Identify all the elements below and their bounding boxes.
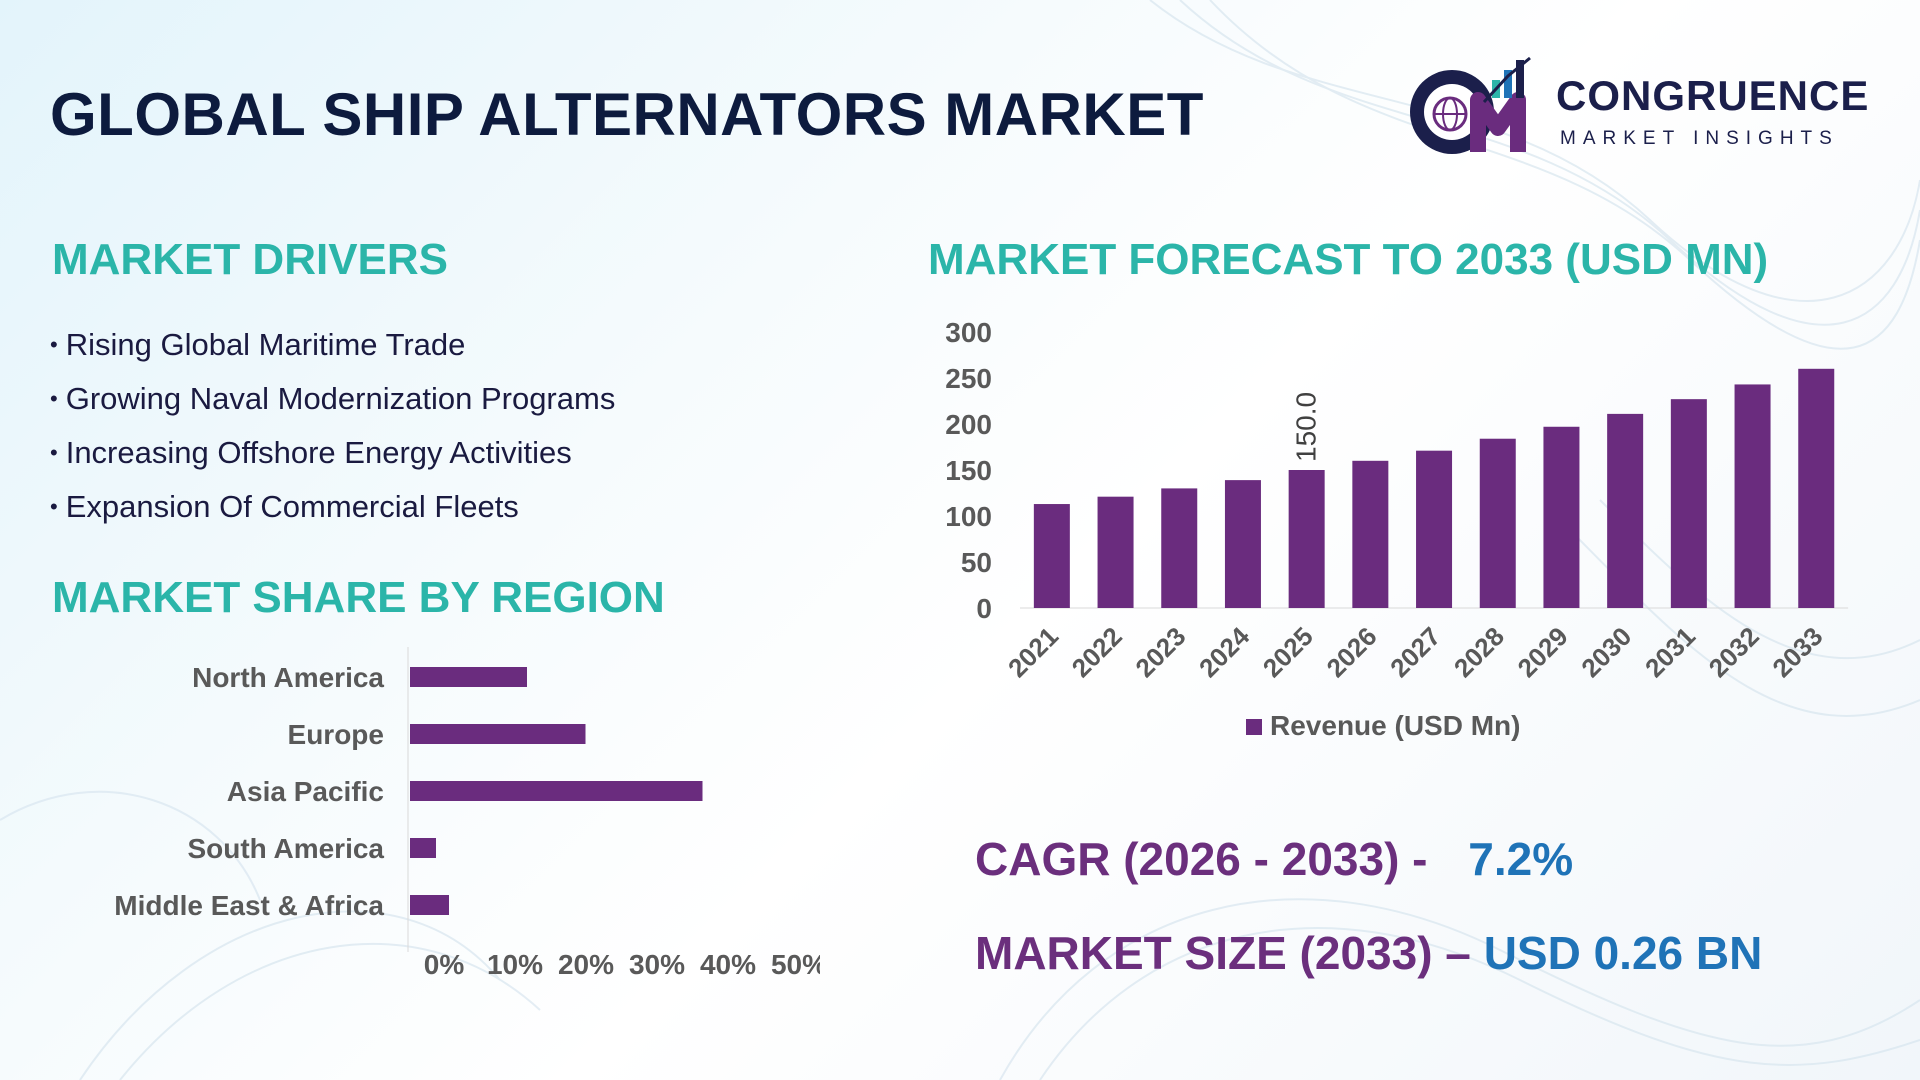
- x-tick-label: 2028: [1448, 621, 1510, 683]
- x-tick-label: 2027: [1384, 621, 1446, 683]
- cagr-stat: CAGR (2026 - 2033) - 7.2%: [975, 832, 1573, 886]
- category-label: South America: [187, 833, 384, 864]
- company-logo: CONGRUENCE MARKET INSIGHTS: [1400, 52, 1880, 162]
- x-tick-label: 2021: [1002, 621, 1064, 683]
- y-tick-label: 150: [945, 455, 992, 486]
- driver-item: • Expansion Of Commercial Fleets: [50, 489, 519, 524]
- x-tick-label: 10%: [487, 949, 543, 980]
- category-label: North America: [192, 662, 384, 693]
- revenue-bar: [1033, 504, 1070, 608]
- region-share-chart: North America Europe Asia Pacific South Ame…: [114, 647, 820, 980]
- region-bar: [410, 667, 527, 687]
- globe-bar-chart-logo-icon: [1410, 56, 1531, 154]
- revenue-bar: [1798, 368, 1835, 608]
- market-size-stat: MARKET SIZE (2033) – USD 0.26 BN: [975, 926, 1762, 980]
- logo-name: CONGRUENCE: [1556, 72, 1870, 119]
- x-tick-label: 2032: [1703, 621, 1765, 683]
- x-tick-label: 50%: [771, 949, 820, 980]
- x-tick-label: 2025: [1257, 621, 1319, 683]
- driver-item: • Increasing Offshore Energy Activities: [50, 435, 572, 470]
- revenue-bar: [1224, 480, 1261, 608]
- y-tick-label: 200: [945, 409, 992, 440]
- region-bar: [410, 838, 436, 858]
- y-tick-label: 0: [976, 593, 992, 624]
- data-label: 150.0: [1291, 392, 1322, 462]
- category-label: Middle East & Africa: [114, 890, 384, 921]
- revenue-bar: [1670, 399, 1707, 608]
- x-tick-label: 2026: [1320, 621, 1382, 683]
- revenue-bar: [1479, 438, 1516, 608]
- x-tick-label: 2024: [1193, 621, 1255, 683]
- x-tick-label: 20%: [558, 949, 614, 980]
- y-tick-label: 250: [945, 363, 992, 394]
- x-tick-label: 2030: [1575, 621, 1637, 683]
- revenue-bar: [1416, 450, 1453, 608]
- revenue-bar: [1288, 470, 1325, 608]
- region-bar: [410, 895, 449, 915]
- page-title: GLOBAL SHIP ALTERNATORS MARKET: [50, 81, 1204, 148]
- category-label: Europe: [288, 719, 384, 750]
- revenue-bar: [1543, 426, 1580, 608]
- legend-label: Revenue (USD Mn): [1270, 710, 1520, 741]
- revenue-bar: [1607, 413, 1644, 608]
- revenue-bar: [1734, 384, 1771, 608]
- x-tick-label: 2033: [1766, 621, 1828, 683]
- region-heading: MARKET SHARE BY REGION: [52, 573, 665, 622]
- x-tick-label: 2022: [1066, 621, 1128, 683]
- region-bar: [410, 724, 586, 744]
- revenue-bar: [1161, 488, 1198, 608]
- x-tick-label: 2031: [1639, 621, 1701, 683]
- x-tick-label: 0%: [424, 949, 465, 980]
- y-tick-label: 50: [961, 547, 992, 578]
- driver-item: • Growing Naval Modernization Programs: [50, 381, 616, 416]
- drivers-list: • Rising Global Maritime Trade • Growing N…: [50, 318, 615, 534]
- logo-subtitle: MARKET INSIGHTS: [1560, 128, 1839, 149]
- y-tick-label: 300: [945, 317, 992, 348]
- market-size-label: MARKET SIZE (2033) –: [975, 927, 1471, 979]
- drivers-heading: MARKET DRIVERS: [52, 235, 449, 284]
- revenue-bar: [1352, 460, 1389, 608]
- x-tick-label: 2029: [1512, 621, 1574, 683]
- driver-item: • Rising Global Maritime Trade: [50, 327, 466, 362]
- y-tick-label: 100: [945, 501, 992, 532]
- category-label: Asia Pacific: [227, 776, 384, 807]
- legend-swatch: [1246, 719, 1262, 735]
- x-tick-label: 40%: [700, 949, 756, 980]
- market-size-value: USD 0.26 BN: [1483, 927, 1763, 979]
- x-tick-label: 2023: [1129, 621, 1191, 683]
- cagr-label: CAGR (2026 - 2033) -: [975, 833, 1428, 885]
- region-bar: [410, 781, 703, 801]
- revenue-bar: [1097, 496, 1134, 608]
- cagr-value: 7.2%: [1468, 833, 1574, 885]
- forecast-heading: MARKET FORECAST TO 2033 (USD MN): [928, 235, 1769, 284]
- x-tick-label: 30%: [629, 949, 685, 980]
